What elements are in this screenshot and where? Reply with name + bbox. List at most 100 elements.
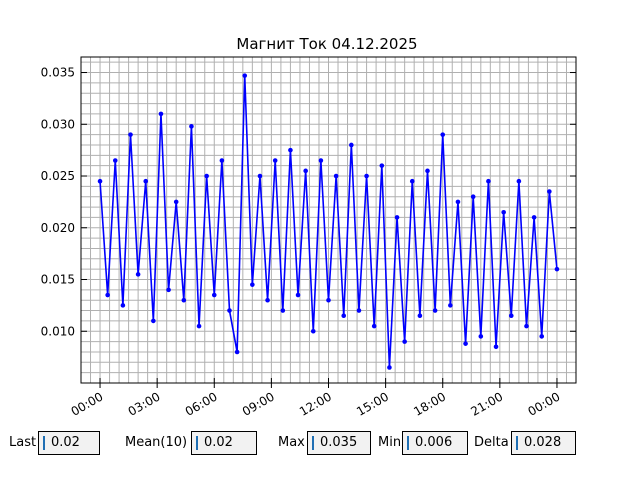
y-axis: 0.010 0.015 0.020 0.025 0.030 0.035 [41,66,576,338]
data-point [158,111,164,117]
max-value: 0.035 [320,435,358,450]
data-point [310,328,316,334]
text-cursor [43,436,45,450]
data-point [219,158,225,163]
data-point [189,124,194,129]
min-value-field[interactable]: 0.006 [402,431,468,455]
stat-label-max: Max [278,435,305,450]
data-point [166,287,171,293]
text-cursor [407,436,409,450]
series [97,73,560,370]
data-point [97,178,103,184]
data-point [303,168,308,174]
delta-value-field[interactable]: 0.028 [511,431,576,455]
stat-label-last: Last [9,435,37,450]
x-tick-label: 18:00 [411,389,448,418]
data-point [227,308,232,313]
data-point [417,313,423,319]
data-point [196,323,202,329]
data-point [356,308,362,313]
data-point [371,323,377,329]
data-point [257,173,263,179]
data-point [181,297,187,303]
y-tick-label: 0.015 [41,273,75,287]
data-point [295,292,301,298]
data-point [272,158,278,163]
text-cursor [312,436,314,450]
data-point [531,215,537,220]
data-point [318,158,324,163]
x-tick-label: 09:00 [240,389,277,418]
data-point [524,323,529,329]
delta-value: 0.028 [524,435,562,450]
x-tick-label: 15:00 [354,389,391,418]
last-value: 0.02 [51,435,80,450]
data-point [211,292,217,298]
data-point [463,341,468,346]
data-point [379,163,385,168]
data-point [554,266,560,272]
y-tick-label: 0.035 [41,66,75,80]
data-point [265,297,270,303]
x-tick-label: 06:00 [183,389,220,418]
data-point [455,199,461,205]
data-point [288,147,293,153]
data-point [173,199,179,205]
stat-label-delta: Delta [474,435,509,450]
data-point [387,365,392,370]
data-point [425,168,430,174]
data-point [547,189,552,194]
y-tick-label: 0.030 [41,117,75,131]
data-point [204,173,209,179]
data-point [105,292,110,298]
chart-title: Магнит Ток 04.12.2025 [236,35,417,53]
data-point [143,178,149,184]
x-tick-label: 00:00 [69,389,106,418]
data-point [409,178,415,184]
grid [80,57,577,384]
max-value-field[interactable]: 0.035 [307,431,371,455]
x-tick-label: 00:00 [526,389,563,418]
y-tick-label: 0.025 [41,169,75,183]
data-point [151,318,156,324]
stat-label-mean: Mean(10) [125,435,188,450]
stat-label-min: Min [378,435,402,450]
min-value: 0.006 [415,435,453,450]
last-value-field[interactable]: 0.02 [38,431,100,455]
data-point [128,132,133,137]
data-point [539,334,545,339]
data-point [402,339,407,344]
y-tick-label: 0.020 [41,221,75,235]
data-point [493,344,499,350]
data-point [242,73,248,78]
text-cursor [196,436,198,450]
mean-value: 0.02 [204,435,233,450]
data-point [326,297,331,303]
data-point [478,334,484,339]
text-cursor [516,436,518,450]
data-point [486,178,491,184]
data-point [516,178,522,184]
data-point [250,282,255,287]
chart: Магнит Ток 04.12.2025 0.0100.0150.0200.0… [41,35,577,419]
data-point [349,142,354,148]
data-point [135,272,141,277]
data-point [508,313,514,319]
mean-value-field[interactable]: 0.02 [191,431,257,455]
data-point [341,313,347,319]
x-tick-label: 12:00 [297,389,334,418]
data-point [440,132,446,137]
data-point [333,173,339,179]
data-point [234,349,240,355]
data-point [501,209,506,215]
data-point [120,303,126,308]
x-axis: 00:00 03:00 06:00 09:00 12:00 15:00 18:00 21:00… [69,378,563,419]
x-tick-label: 03:00 [126,389,163,418]
data-point [432,308,438,313]
x-tick-label: 21:00 [468,389,505,418]
data-point [470,194,476,200]
data-point [364,173,369,179]
data-point [394,215,400,220]
data-point [112,158,118,163]
y-tick-label: 0.010 [41,324,75,338]
